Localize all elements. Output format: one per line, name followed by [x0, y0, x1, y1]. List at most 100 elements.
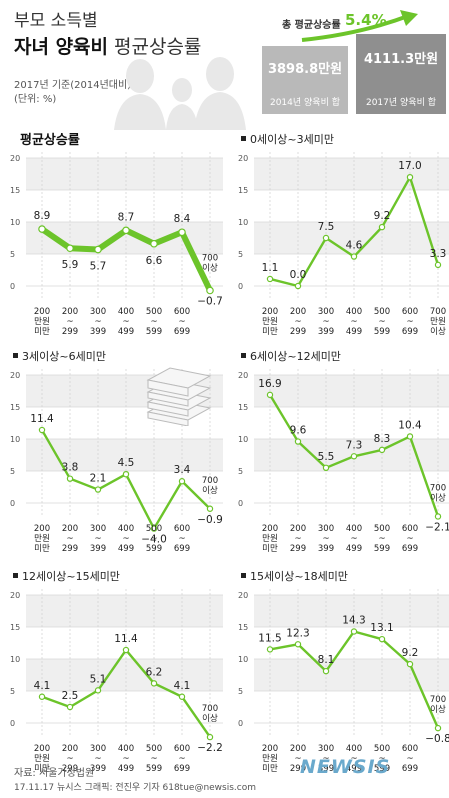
box-2014-amount: 3898.8만원 — [267, 62, 343, 77]
y-tick-label: 5 — [238, 250, 243, 259]
data-label: 17.0 — [398, 160, 421, 172]
data-point — [378, 446, 386, 454]
x-tick-label: 600 — [402, 307, 418, 317]
x-tick-label: 만원 — [34, 534, 50, 544]
credit-note: 17.11.17 뉴시스 그래픽: 전진우 기자 618tue@newsis.c… — [14, 783, 257, 793]
x-tick-label: 599 — [374, 327, 390, 337]
data-point — [150, 239, 158, 248]
box-2014-caption: 2014년 양육비 합 — [269, 98, 341, 108]
x-tick-label: 700 — [430, 483, 446, 493]
family-illustration — [114, 57, 246, 130]
y-tick-label: 0 — [10, 499, 15, 508]
y-tick-label: 15 — [238, 403, 248, 412]
data-label: 13.1 — [370, 622, 393, 634]
data-label: 8.1 — [318, 654, 335, 666]
x-tick-label: 699 — [402, 764, 418, 774]
x-tick-label: ~ — [150, 317, 157, 327]
title-bold: 자녀 양육비 — [14, 36, 109, 58]
data-point — [66, 244, 74, 253]
data-point — [38, 693, 46, 700]
grid-band — [254, 375, 449, 407]
x-tick-label: 399 — [318, 544, 334, 554]
y-tick-label: 10 — [238, 218, 248, 227]
y-tick-label: 15 — [10, 623, 20, 632]
x-tick-label: 300 — [90, 744, 106, 754]
y-tick-label: 20 — [238, 371, 248, 380]
data-point — [38, 426, 46, 434]
title-bullet — [241, 573, 246, 578]
x-tick-label: 200 — [34, 307, 50, 317]
x-tick-label: 200 — [290, 744, 306, 754]
x-tick-label: 499 — [118, 327, 134, 337]
x-tick-label: ~ — [94, 317, 101, 327]
x-tick-label: 599 — [374, 764, 390, 774]
data-point — [294, 282, 302, 290]
title-bullet — [13, 573, 18, 578]
year-note: 2017년 기준(2014년대비) — [14, 80, 132, 91]
grid-band — [254, 158, 449, 190]
x-tick-label: 400 — [118, 307, 134, 317]
y-tick-label: 5 — [238, 467, 243, 476]
x-tick-label: 400 — [118, 524, 134, 534]
data-label: 4.1 — [34, 680, 51, 692]
y-tick-label: 10 — [10, 218, 20, 227]
box-2017-caption: 2017년 양육비 합 — [365, 98, 437, 108]
x-tick-label: 300 — [90, 307, 106, 317]
x-tick-label: 400 — [346, 307, 362, 317]
data-point — [322, 464, 330, 471]
data-point — [406, 433, 414, 440]
y-tick-label: 20 — [238, 154, 248, 163]
source-note: 자료: 서울가정법원 — [14, 768, 95, 779]
data-point — [178, 478, 186, 485]
data-point — [122, 646, 130, 654]
x-tick-label: 500 — [374, 744, 390, 754]
data-label: 5.1 — [90, 673, 107, 685]
box-2014: 3898.8만원 2014년 양육비 합 — [262, 46, 348, 114]
data-label: −4.0 — [141, 534, 167, 546]
x-tick-label: ~ — [122, 754, 129, 764]
x-tick-label: 이상 — [202, 485, 218, 496]
x-tick-label: 이상 — [430, 492, 446, 503]
x-tick-label: ~ — [322, 317, 329, 327]
x-tick-label: 200 — [62, 524, 78, 534]
grid-band — [26, 439, 223, 471]
x-tick-label: 미만 — [34, 544, 50, 554]
data-label: 1.1 — [262, 262, 279, 274]
data-point — [266, 391, 274, 399]
data-label: 7.3 — [346, 439, 363, 451]
data-point — [66, 475, 74, 482]
data-label: 5.7 — [90, 261, 107, 273]
data-point — [434, 513, 442, 520]
data-point — [294, 641, 302, 648]
data-point — [94, 687, 102, 694]
data-point — [350, 453, 358, 460]
x-tick-label: 600 — [402, 524, 418, 534]
x-tick-label: 만원 — [34, 317, 50, 327]
x-tick-label: 500 — [374, 524, 390, 534]
title-line2: 자녀 양육비 평균상승률 — [14, 32, 201, 59]
y-tick-label: 20 — [10, 591, 20, 600]
data-point — [150, 525, 158, 532]
box-2017-amount: 4111.3만원 — [363, 52, 439, 67]
data-point — [122, 471, 130, 478]
data-label: 7.5 — [318, 221, 335, 233]
x-tick-label: 699 — [402, 544, 418, 554]
chart-title: 0세이상~3세미만 — [250, 133, 334, 146]
data-label: 9.2 — [402, 647, 419, 659]
y-tick-label: 15 — [10, 186, 20, 195]
x-tick-label: 미만 — [262, 327, 278, 337]
x-tick-label: 499 — [346, 544, 362, 554]
x-tick-label: 600 — [402, 744, 418, 754]
x-tick-label: 200 — [262, 744, 278, 754]
data-point — [378, 223, 386, 231]
data-label: 8.3 — [374, 433, 391, 445]
x-tick-label: ~ — [122, 317, 129, 327]
y-tick-label: 0 — [238, 499, 243, 508]
x-tick-label: 만원 — [430, 317, 446, 327]
data-label: 2.5 — [62, 690, 79, 702]
y-tick-label: 20 — [10, 154, 20, 163]
data-label: −2.1 — [425, 521, 449, 533]
data-point — [150, 680, 158, 687]
y-tick-label: 5 — [10, 467, 15, 476]
